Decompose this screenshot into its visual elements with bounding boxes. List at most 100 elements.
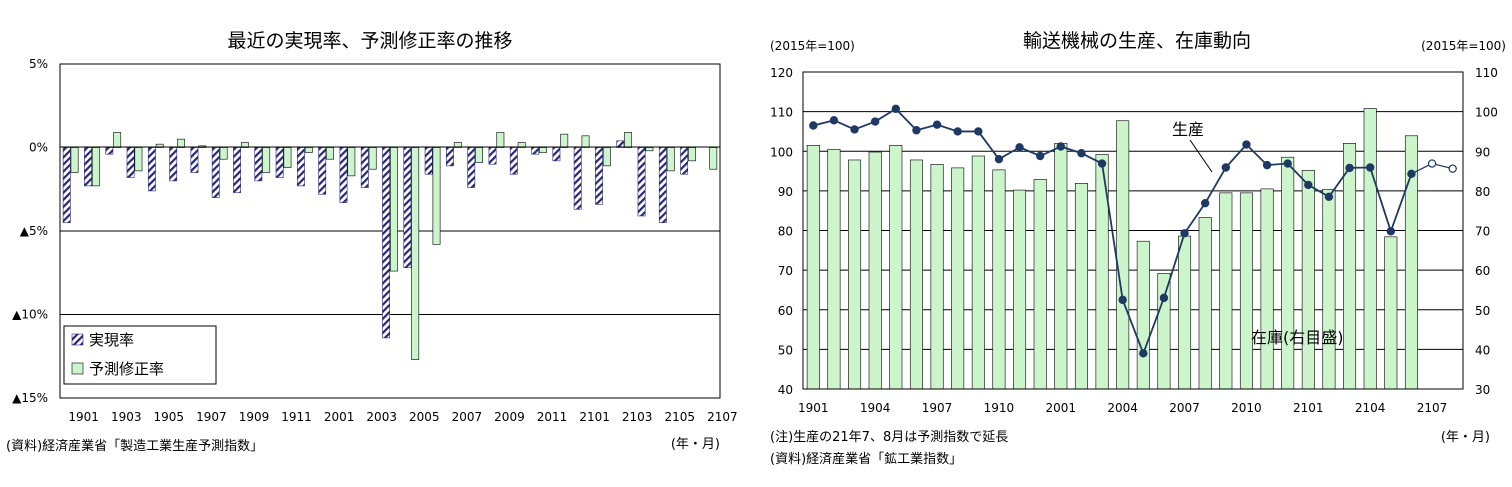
left-x-tick-label: 1903	[111, 410, 142, 424]
inventory-bar	[951, 167, 965, 390]
revision-bar	[560, 133, 569, 148]
revision-bar	[645, 147, 654, 152]
left-x-tick-label: 2009	[494, 410, 525, 424]
right-chart: 輸送機械の生産、在庫動向 (2015年=100) (2015年=100) 40 5…	[770, 30, 1506, 467]
production-point	[1200, 198, 1210, 208]
right-chart-x-tick-label: 1910	[984, 401, 1015, 415]
inventory-bar	[1136, 240, 1150, 390]
production-point	[891, 104, 901, 114]
right-chart-left-y-tick-label: 120	[770, 66, 793, 80]
left-chart: 最近の実現率、予測修正率の推移 5% 0% ▲5% ▲10% ▲15% 1901 1903…	[6, 30, 738, 454]
realization-bar	[147, 147, 156, 192]
revision-bar	[134, 147, 143, 172]
right-chart-right-y-tick-labels: 30 40 50 60 70 80 90 100 110	[1475, 66, 1498, 397]
left-legend: 実現率 予測修正率	[63, 325, 217, 385]
inventory-bar	[1074, 183, 1088, 390]
right-chart-x-tick-label: 2104	[1355, 401, 1386, 415]
realization-bar	[190, 147, 199, 173]
right-chart-right-y-tick-label: 90	[1475, 145, 1490, 159]
realization-bar	[382, 147, 391, 339]
left-x-unit-label: (年・月)	[671, 437, 720, 452]
left-chart-title: 最近の実現率、予測修正率の推移	[227, 30, 512, 52]
left-x-tick-labels: 1901 1903 1905 1907 1909 1911 2001 2003 2005 2007…	[68, 410, 737, 424]
right-chart-left-y-tick-labels: 40 50 60 70 80 90 100 110 120	[770, 66, 793, 397]
left-bars	[62, 132, 718, 360]
right-chart-title: 輸送機械の生産、在庫動向	[1023, 30, 1251, 52]
left-x-tick-label: 2005	[409, 410, 440, 424]
production-point	[809, 121, 818, 130]
revision-bar	[688, 147, 696, 162]
realization-bar	[595, 147, 603, 205]
inventory-bar	[1219, 192, 1233, 390]
realization-bar	[616, 140, 625, 148]
realization-bar	[403, 147, 412, 269]
realization-bar	[211, 147, 220, 198]
production-point	[1304, 180, 1313, 190]
left-x-tick-label: 1909	[239, 410, 270, 424]
revision-bar	[432, 147, 441, 245]
right-chart-left-y-tick-label: 80	[778, 225, 793, 239]
realization-bar	[233, 147, 241, 193]
realization-bar	[62, 147, 71, 223]
left-x-tick-label: 1901	[68, 410, 99, 424]
left-legend-box	[63, 325, 217, 385]
left-source-note: (資料)経済産業省「製造工業生産予測指数」	[6, 438, 263, 454]
inventory-bar	[1178, 235, 1192, 390]
production-point	[1221, 163, 1231, 172]
right-chart-x-tick-label: 2004	[1107, 401, 1138, 415]
right-chart-right-y-tick-label: 50	[1475, 304, 1490, 318]
production-point	[932, 120, 942, 129]
left-x-tick-label: 2107	[707, 410, 738, 424]
left-plot-frame	[59, 63, 721, 399]
revision-bar	[389, 147, 398, 272]
inventory-bar	[1033, 179, 1047, 390]
realization-bar	[531, 147, 540, 155]
production-forecast-point	[1427, 159, 1437, 168]
revision-bar	[496, 132, 505, 148]
revision-bar	[326, 147, 334, 160]
production-point	[994, 154, 1004, 164]
realization-bar	[658, 147, 667, 223]
right-chart-left-y-tick-label: 90	[778, 185, 793, 199]
production-series-label: 生産	[1172, 120, 1204, 139]
right-chart-left-unit: (2015年=100)	[770, 39, 855, 53]
right-chart-left-y-tick-label: 40	[778, 383, 793, 397]
inventory-bar	[1013, 189, 1027, 390]
production-point	[1324, 192, 1334, 202]
revision-bar	[602, 147, 611, 167]
revision-bar	[347, 147, 356, 177]
revision-bar	[219, 147, 228, 160]
right-chart-left-y-tick-label: 100	[770, 145, 793, 159]
inventory-bar	[1363, 108, 1377, 390]
realization-bar	[509, 147, 518, 175]
right-x-unit-label: (年・月)	[1441, 430, 1490, 445]
right-production-line	[809, 104, 1457, 358]
inventory-bar	[827, 148, 841, 390]
production-point	[1180, 229, 1189, 238]
right-chart-x-tick-label: 1907	[922, 401, 953, 415]
right-chart-right-unit: (2015年=100)	[1421, 39, 1506, 53]
left-y-tick-label: ▲5%	[20, 224, 48, 238]
right-note-2: (資料)経済産業省「鉱工業指数」	[770, 451, 962, 467]
inventory-bar	[909, 159, 923, 390]
production-point	[1345, 163, 1354, 173]
inventory-bar	[1116, 120, 1130, 390]
realization-bar	[446, 147, 454, 167]
right-chart-x-tick-labels: 1901 1904 1907 1910 2001 2004 2007 2010 2101 2104…	[798, 401, 1447, 415]
right-chart-x-tick-label: 1904	[860, 401, 891, 415]
realization-bar	[318, 147, 327, 195]
right-plot-frame	[802, 71, 1464, 390]
left-x-tick-label: 2101	[579, 410, 610, 424]
realization-bar	[360, 147, 369, 188]
revision-bar	[666, 147, 675, 172]
production-point	[1056, 142, 1066, 151]
revision-bar	[539, 147, 547, 153]
production-point	[1077, 149, 1086, 158]
right-chart-left-y-tick-label: 50	[778, 343, 793, 357]
right-chart-x-tick-label: 2101	[1293, 401, 1324, 415]
inventory-bar	[1157, 272, 1171, 390]
legend-label-revision: 予測修正率	[89, 360, 164, 378]
realization-bar	[637, 147, 646, 217]
realization-bar	[488, 147, 497, 165]
